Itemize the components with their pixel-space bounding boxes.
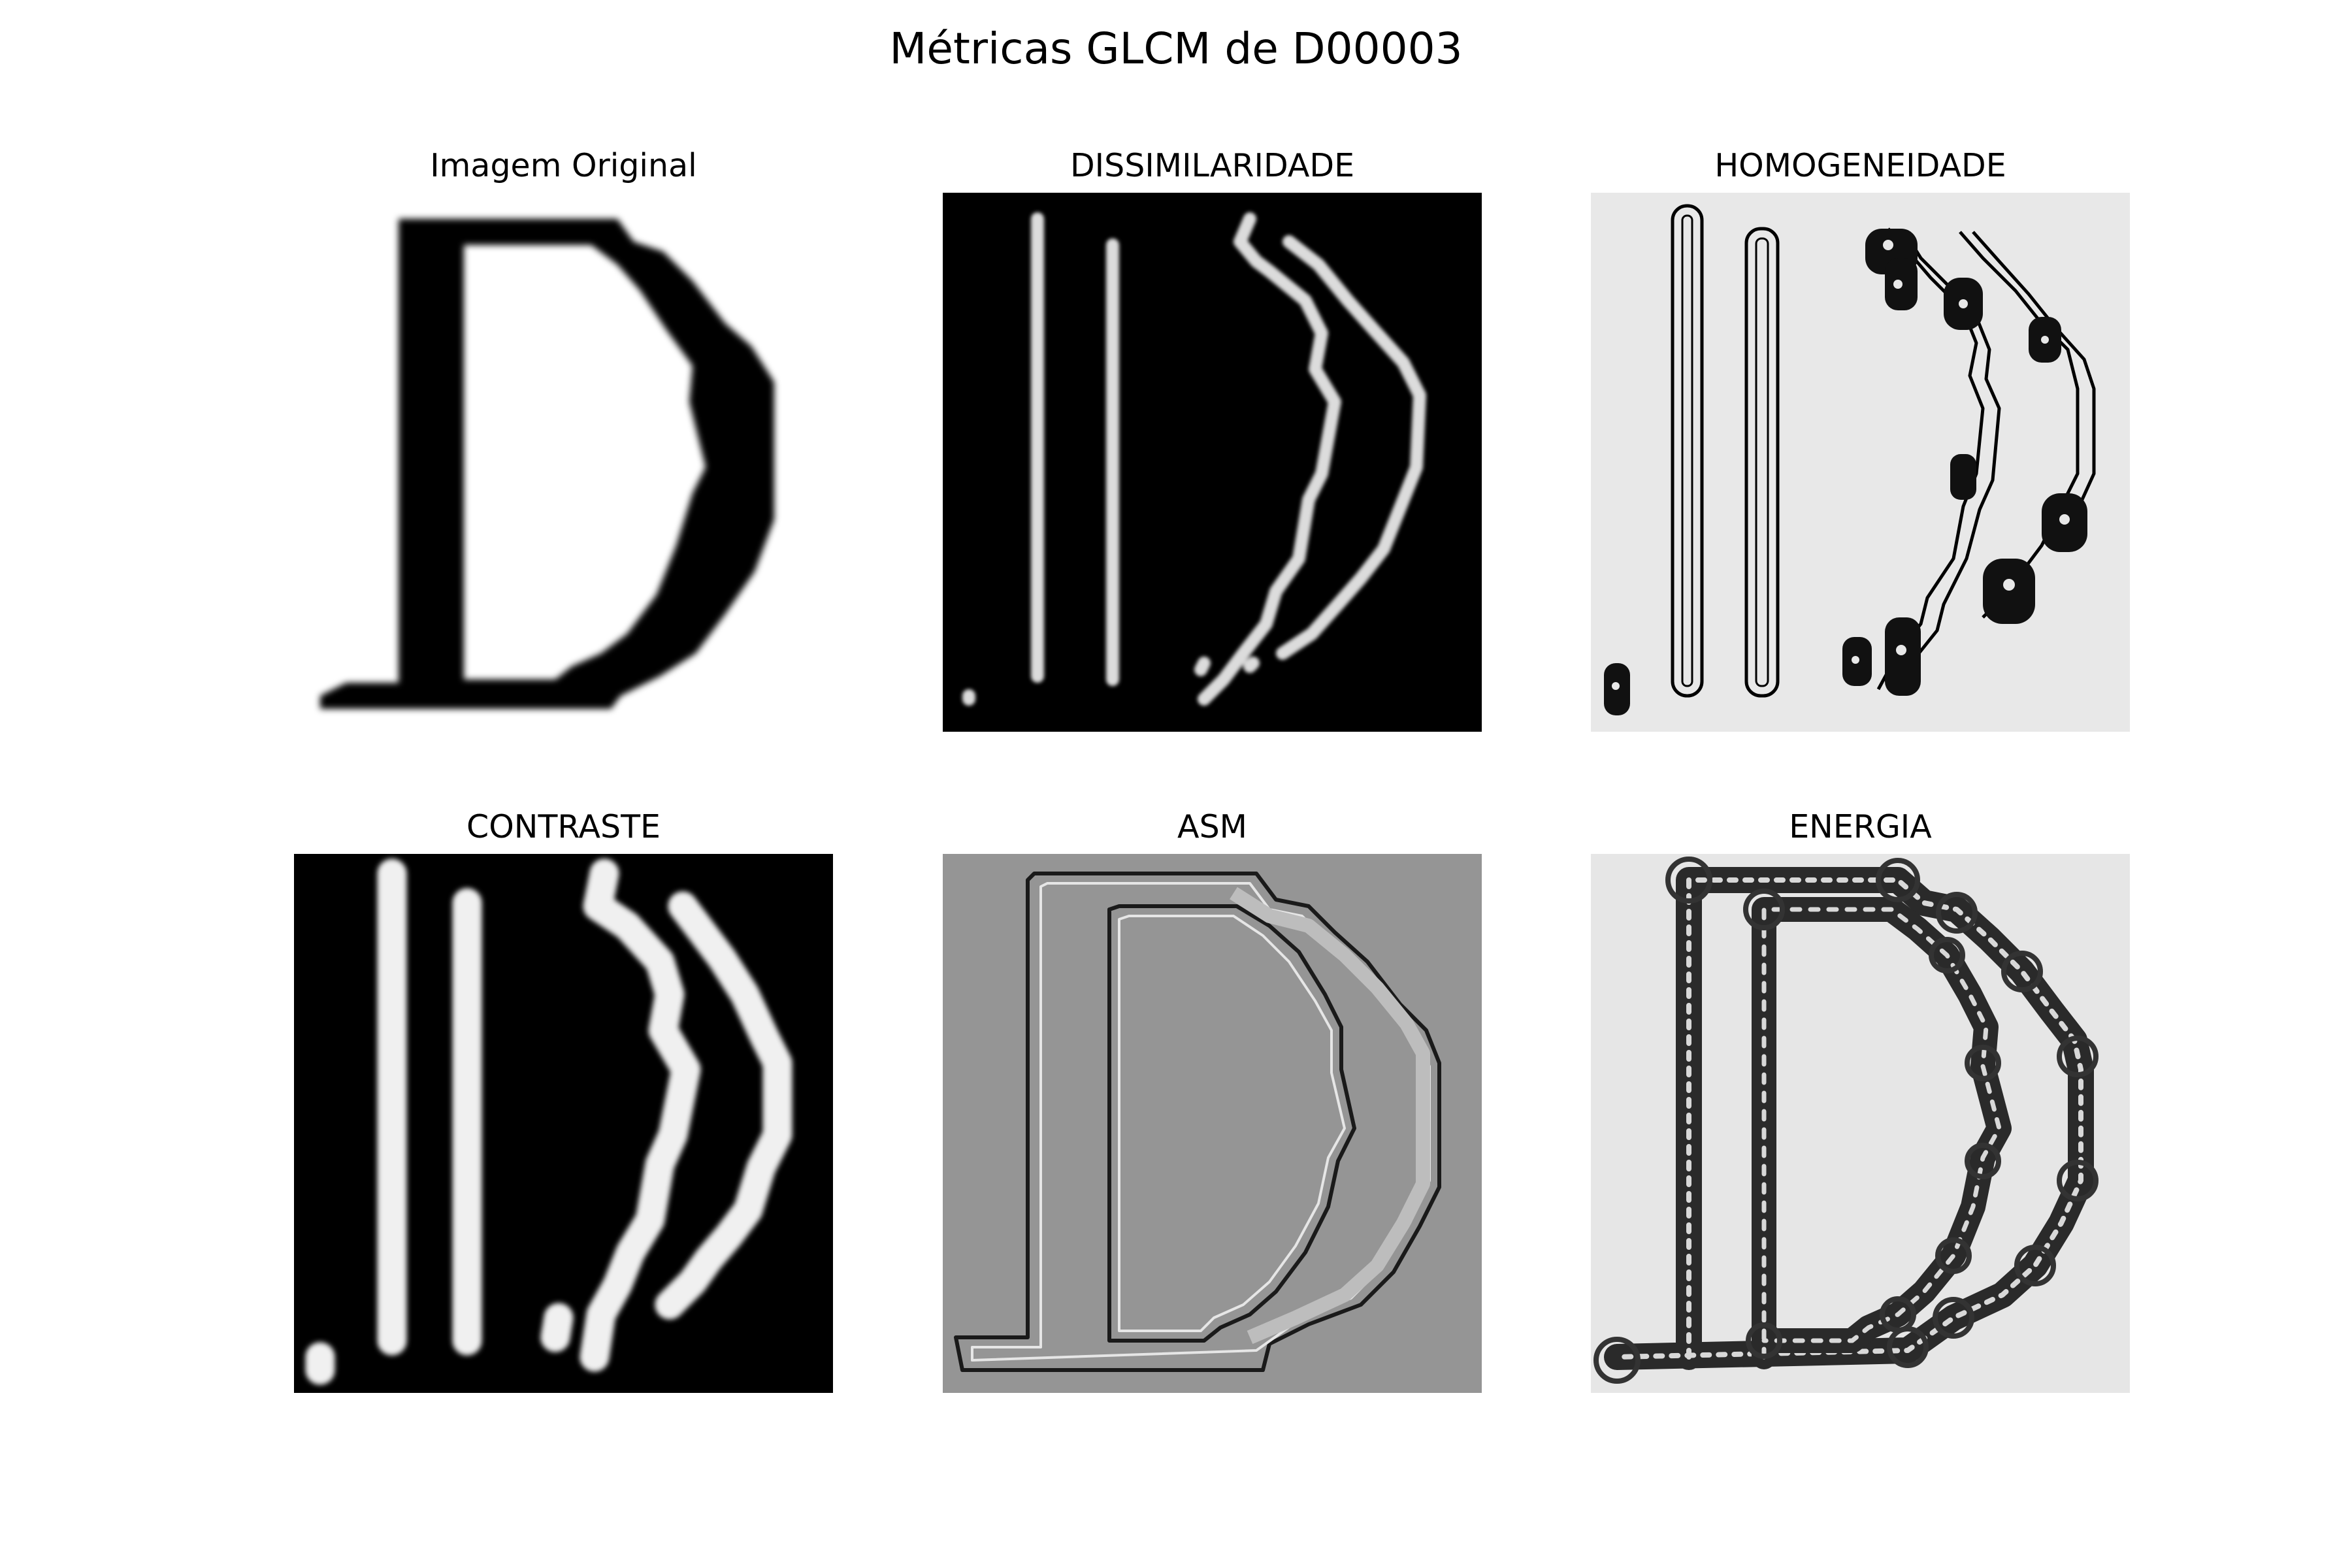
homogeneidade-map bbox=[1591, 193, 2130, 732]
panel-title: DISSIMILARIDADE bbox=[943, 147, 1482, 185]
panel-title: ENERGIA bbox=[1591, 808, 2130, 846]
energia-map bbox=[1591, 854, 2130, 1393]
panel-title: ASM bbox=[943, 808, 1482, 846]
panel-title: CONTRASTE bbox=[294, 808, 833, 846]
contraste-map bbox=[294, 854, 833, 1393]
panel-title: HOMOGENEIDADE bbox=[1591, 147, 2130, 185]
dissimilaridade-map bbox=[943, 193, 1482, 732]
asm-map bbox=[943, 854, 1482, 1393]
panel-title: Imagem Original bbox=[294, 147, 833, 185]
original-letter-image bbox=[294, 193, 833, 732]
figure-title: Métricas GLCM de D00003 bbox=[0, 24, 2352, 74]
